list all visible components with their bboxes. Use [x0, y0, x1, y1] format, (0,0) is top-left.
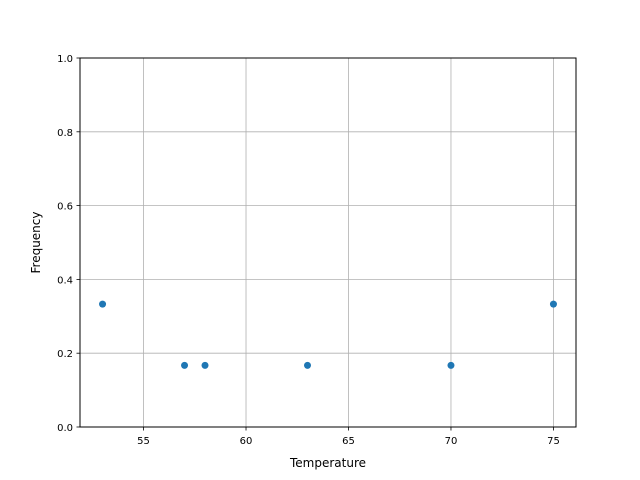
- y-tick-label: 1.0: [57, 54, 73, 65]
- data-point: [99, 300, 107, 308]
- data-point: [549, 300, 557, 308]
- x-tick-label: 65: [342, 436, 355, 447]
- y-tick-label: 0.8: [57, 128, 73, 139]
- x-tick-label: 55: [137, 436, 150, 447]
- ticks: 55 60 65 70 75 0.0 0.2 0.4 0.6 0.8 1.0: [57, 54, 560, 447]
- y-tick-label: 0.2: [57, 349, 73, 360]
- y-tick-label: 0.0: [57, 423, 73, 434]
- data-point: [304, 361, 312, 369]
- plot-frame: [79, 57, 577, 428]
- x-tick-label: 60: [240, 436, 253, 447]
- y-tick-label: 0.6: [57, 202, 73, 213]
- data-point: [201, 361, 209, 369]
- data-points: [99, 300, 557, 369]
- grid: [80, 57, 576, 428]
- data-point: [181, 361, 189, 369]
- x-tick-label: 75: [547, 436, 560, 447]
- data-point: [447, 361, 455, 369]
- y-axis-label: Frequency: [29, 212, 43, 274]
- x-axis-label: Temperature: [289, 456, 366, 470]
- x-tick-label: 70: [445, 436, 458, 447]
- y-tick-label: 0.4: [57, 275, 73, 286]
